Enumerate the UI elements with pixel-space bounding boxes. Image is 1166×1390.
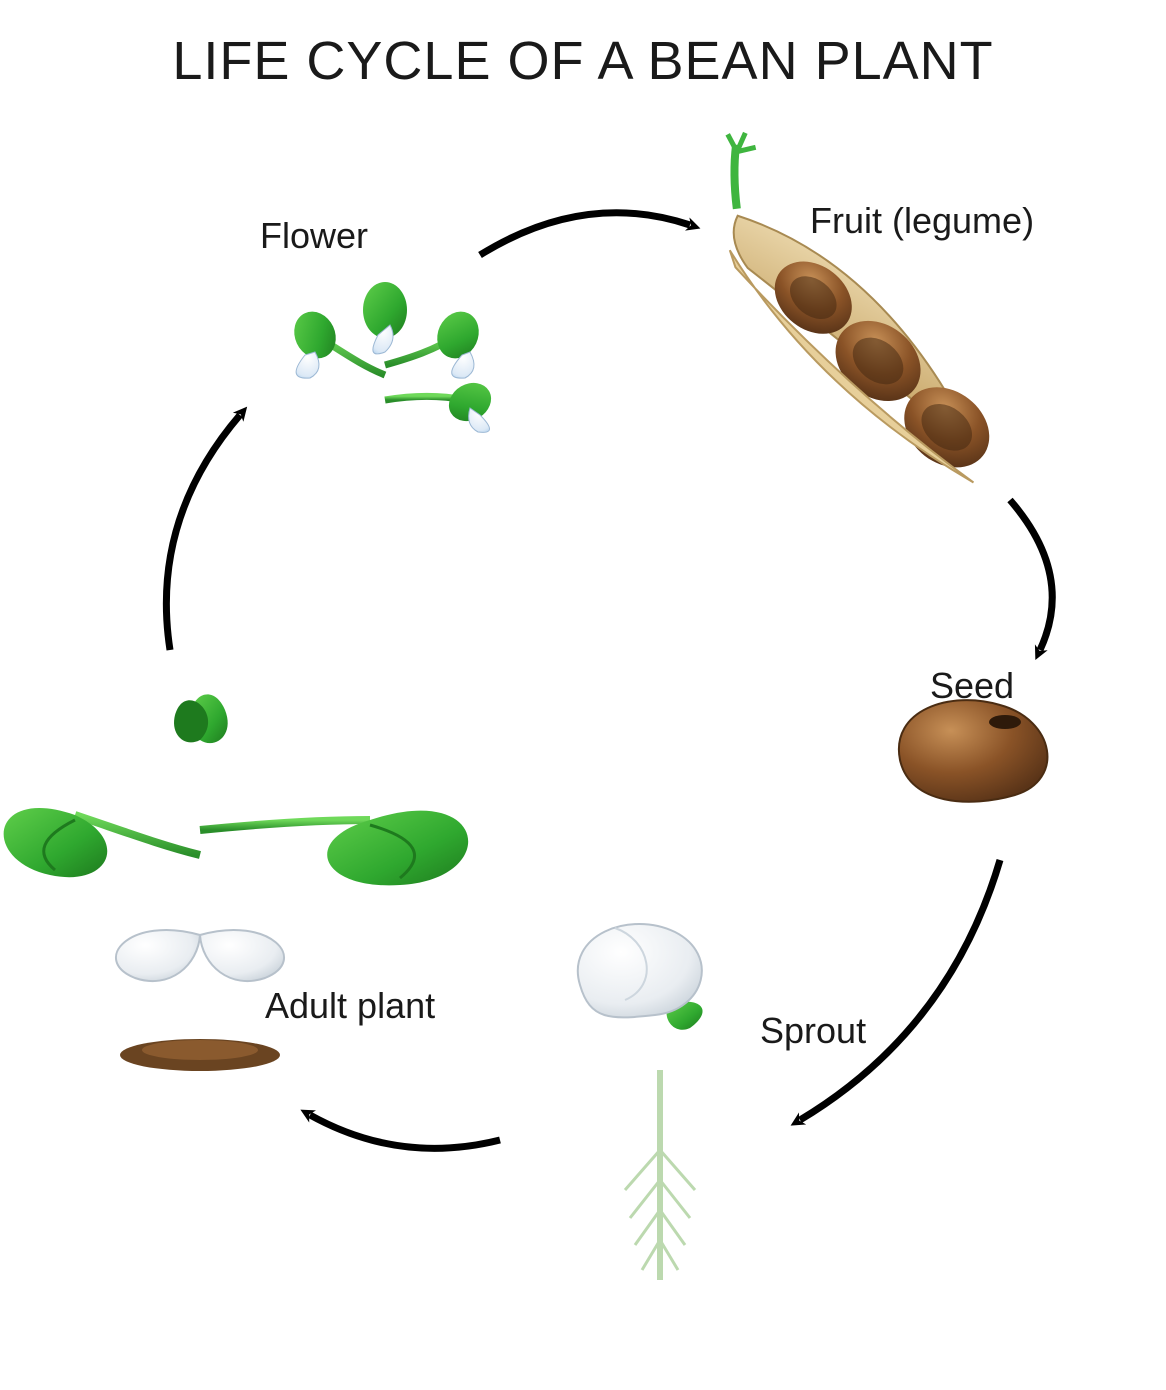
stage-adult-icon xyxy=(4,694,469,1071)
arrow-flower-to-fruit xyxy=(480,213,690,255)
arrow-seed-to-sprout xyxy=(800,860,1000,1120)
stage-seed-icon xyxy=(899,700,1048,802)
stage-flower-icon xyxy=(287,282,498,450)
stage-fruit-icon xyxy=(646,125,1056,490)
arrow-fruit-to-seed xyxy=(1010,500,1052,650)
cycle-diagram-svg xyxy=(0,0,1166,1390)
arrow-sprout-to-adult xyxy=(310,1115,500,1148)
arrow-adult-to-flower xyxy=(166,415,240,650)
stage-sprout-icon xyxy=(578,924,703,1280)
